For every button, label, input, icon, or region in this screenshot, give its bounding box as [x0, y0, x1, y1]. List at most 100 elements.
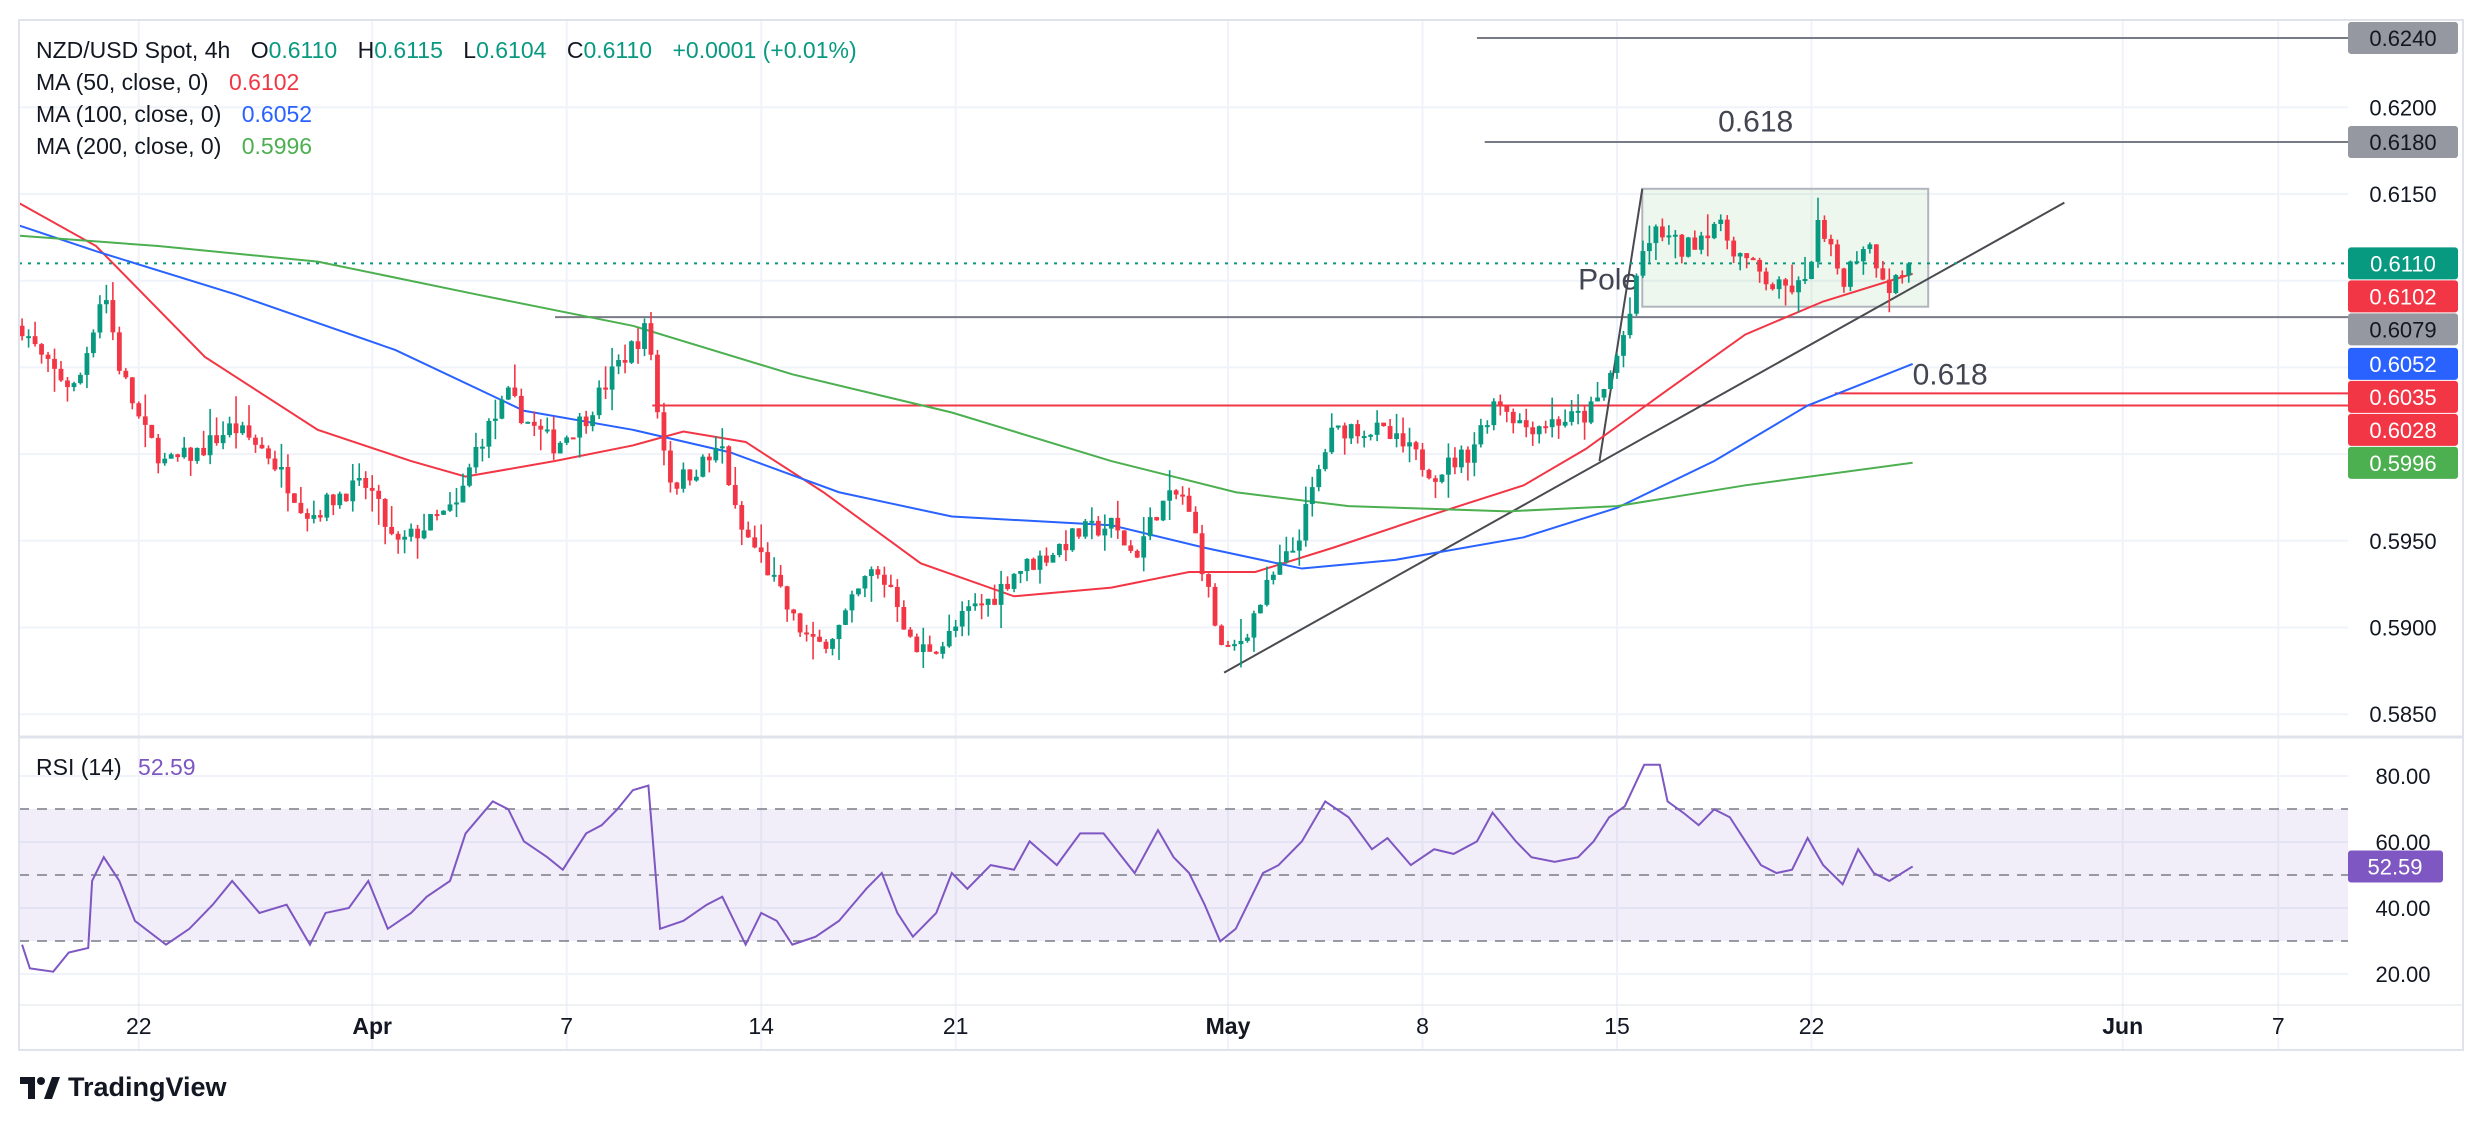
- candle-body: [590, 415, 596, 427]
- price-label-0.6102[interactable]: 0.6102: [2348, 280, 2458, 313]
- candle: [58, 361, 64, 382]
- candle: [1193, 506, 1198, 534]
- candle-body: [1835, 244, 1840, 269]
- candle: [823, 639, 829, 654]
- candle-body: [116, 332, 122, 371]
- time-tick-label[interactable]: 22: [1799, 1013, 1825, 1039]
- candle: [875, 566, 881, 579]
- annotation-text[interactable]: Pole: [1578, 263, 1638, 296]
- tradingview-logo[interactable]: TradingView: [20, 1072, 227, 1103]
- candle-body: [927, 644, 933, 652]
- time-tick-label[interactable]: 15: [1604, 1013, 1630, 1039]
- candle-body: [240, 425, 245, 434]
- candle: [1608, 370, 1613, 390]
- candle-body: [635, 341, 641, 349]
- candle: [1757, 257, 1763, 283]
- candles: [19, 197, 1912, 668]
- time-tick-label[interactable]: 14: [748, 1013, 774, 1039]
- candle: [869, 566, 874, 602]
- candle-body: [1828, 238, 1834, 245]
- candle-body: [1484, 425, 1490, 428]
- rsi-legend[interactable]: RSI (14) 52.59: [36, 754, 196, 781]
- candle-body: [998, 583, 1004, 605]
- candle-body: [739, 505, 745, 530]
- candle: [752, 525, 758, 549]
- ma100-legend[interactable]: MA (100, close, 0) 0.6052: [36, 98, 857, 130]
- candle-body: [661, 412, 667, 451]
- candle: [1893, 274, 1899, 295]
- candle: [1031, 557, 1036, 571]
- candle: [246, 405, 252, 441]
- time-tick-label[interactable]: 21: [943, 1013, 969, 1039]
- candle: [39, 343, 44, 364]
- price-label-0.6028[interactable]: 0.6028: [2348, 413, 2458, 446]
- price-label-0.6035[interactable]: 0.6035: [2348, 380, 2458, 413]
- candle-body: [810, 634, 816, 637]
- time-tick-label[interactable]: 8: [1416, 1013, 1429, 1039]
- candle-body: [1374, 422, 1380, 435]
- candle: [1582, 404, 1587, 440]
- candle-body: [58, 368, 64, 381]
- candle: [304, 508, 310, 532]
- ma200-legend[interactable]: MA (200, close, 0) 0.5996: [36, 130, 857, 162]
- rsi-pane[interactable]: [19, 763, 2348, 973]
- candle-body: [518, 395, 524, 424]
- candle: [1860, 246, 1866, 275]
- candle: [1361, 430, 1367, 448]
- candle-body: [337, 493, 343, 506]
- candle-body: [408, 528, 414, 537]
- candle: [979, 593, 985, 620]
- price-label-0.6052[interactable]: 0.6052: [2348, 347, 2458, 380]
- candle: [175, 453, 181, 462]
- candle-body: [1893, 275, 1899, 294]
- time-tick-label[interactable]: 22: [126, 1013, 152, 1039]
- candle: [1076, 528, 1082, 539]
- price-label-0.6180[interactable]: 0.6180: [2348, 125, 2458, 158]
- pole-line[interactable]: [1598, 188, 1644, 462]
- candle-body: [376, 490, 382, 499]
- candle-body: [1134, 550, 1140, 558]
- annotation-text[interactable]: 0.618: [1718, 106, 1793, 139]
- candle: [1867, 242, 1873, 254]
- ma50-label: MA (50, close, 0): [36, 69, 209, 95]
- price-label-0.5996[interactable]: 0.5996: [2348, 446, 2458, 479]
- price-label-text: 0.6079: [2369, 317, 2436, 342]
- candle: [454, 487, 459, 518]
- candle: [1471, 432, 1477, 477]
- candle-body: [577, 416, 583, 438]
- candle-body: [1737, 253, 1743, 257]
- candle: [1018, 570, 1023, 584]
- trendline[interactable]: [1223, 201, 2065, 674]
- candle: [538, 419, 544, 451]
- symbol-title[interactable]: NZD/USD Spot, 4h: [36, 37, 231, 63]
- time-tick-label[interactable]: Apr: [352, 1013, 392, 1039]
- candle-body: [959, 610, 965, 627]
- ma-line-ma200: [18, 234, 1913, 513]
- candle-body: [622, 360, 628, 363]
- ma50-legend[interactable]: MA (50, close, 0) 0.6102: [36, 66, 857, 98]
- price-label-0.6110[interactable]: 0.6110: [2348, 247, 2458, 280]
- candle: [830, 638, 835, 656]
- candle-body: [1608, 372, 1613, 390]
- time-tick-label[interactable]: May: [1206, 1013, 1251, 1039]
- candle: [1517, 413, 1523, 424]
- candle-body: [181, 447, 187, 458]
- candle: [901, 600, 907, 630]
- candle-body: [26, 336, 31, 339]
- rsi-value-label[interactable]: 52.59: [2348, 850, 2443, 883]
- time-tick-label[interactable]: Jun: [2102, 1013, 2143, 1039]
- axes[interactable]: 0.62000.61500.59500.59000.585080.0060.00…: [126, 21, 2458, 1039]
- price-label-0.6079[interactable]: 0.6079: [2348, 313, 2458, 346]
- candle: [681, 462, 686, 493]
- candle-body: [953, 626, 959, 631]
- candle-body: [343, 493, 349, 502]
- time-tick-label[interactable]: 7: [2272, 1013, 2285, 1039]
- annotation-text[interactable]: 0.618: [1913, 359, 1988, 392]
- candle-body: [933, 651, 939, 654]
- time-tick-label[interactable]: 7: [560, 1013, 573, 1039]
- candle-body: [946, 630, 952, 647]
- candle-body: [655, 354, 660, 413]
- price-label-0.6240[interactable]: 0.6240: [2348, 21, 2458, 54]
- candle: [1763, 267, 1769, 291]
